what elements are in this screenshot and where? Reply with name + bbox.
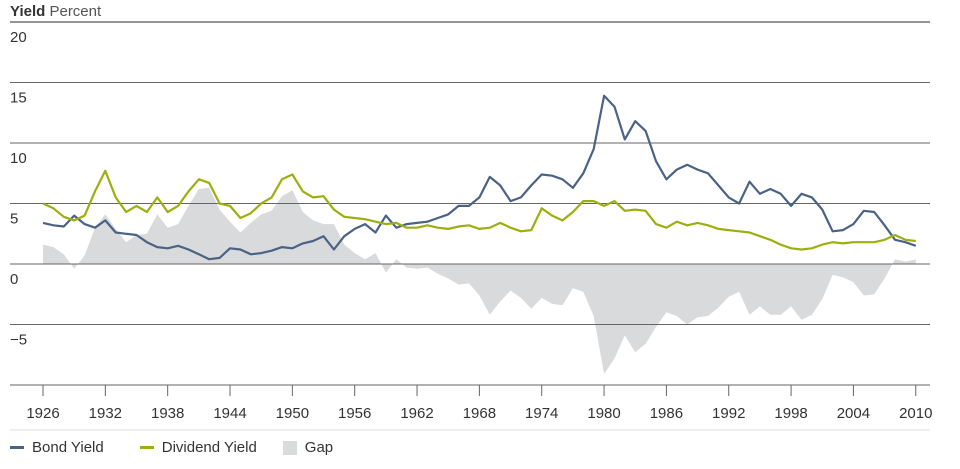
x-tick-label: 1950 bbox=[276, 405, 309, 422]
x-tick-label: 1962 bbox=[400, 405, 433, 422]
x-tick-label: 1986 bbox=[650, 405, 683, 422]
legend-swatch-dividend bbox=[139, 446, 154, 449]
x-tick-label: 2004 bbox=[837, 405, 870, 422]
x-tick-label: 1974 bbox=[525, 405, 558, 422]
y-tick-label: −5 bbox=[10, 332, 27, 349]
y-tick-label: 20 bbox=[10, 29, 27, 46]
x-tick-label: 1980 bbox=[587, 405, 620, 422]
x-tick-label: 2010 bbox=[899, 405, 932, 422]
gap-area bbox=[43, 187, 916, 375]
x-tick-label: 1932 bbox=[89, 405, 122, 422]
x-tick-label: 1926 bbox=[26, 405, 59, 422]
x-tick-label: 1938 bbox=[151, 405, 184, 422]
chart-title: Yield Percent bbox=[10, 3, 101, 20]
x-tick-label: 1968 bbox=[463, 405, 496, 422]
y-axis-label: Percent bbox=[49, 3, 102, 20]
legend-swatch-bond bbox=[10, 446, 24, 449]
dividend-yield-line bbox=[42, 169, 916, 251]
legend-item-bond: Bond Yield bbox=[10, 439, 104, 456]
x-tick-label: 1956 bbox=[338, 405, 371, 422]
legend-swatch-gap bbox=[282, 440, 297, 455]
legend-item-gap: Gap bbox=[282, 439, 334, 456]
legend-label: Bond Yield bbox=[32, 439, 104, 456]
x-tick-label: 1998 bbox=[774, 405, 807, 422]
title-bold: Yield bbox=[10, 3, 46, 20]
y-tick-label: 15 bbox=[10, 90, 27, 107]
x-tick-label: 1992 bbox=[712, 405, 745, 422]
legend-label: Gap bbox=[304, 439, 334, 456]
y-tick-label: 10 bbox=[10, 150, 27, 167]
y-tick-label: 0 bbox=[10, 271, 18, 288]
legend: Bond Yield Dividend Yield Gap bbox=[10, 439, 333, 456]
legend-label: Dividend Yield bbox=[161, 439, 257, 456]
legend-item-dividend: Dividend Yield bbox=[139, 439, 257, 456]
x-tick-label: 1944 bbox=[213, 405, 246, 422]
bond-yield-line bbox=[42, 94, 917, 261]
y-tick-label: 5 bbox=[10, 211, 18, 228]
